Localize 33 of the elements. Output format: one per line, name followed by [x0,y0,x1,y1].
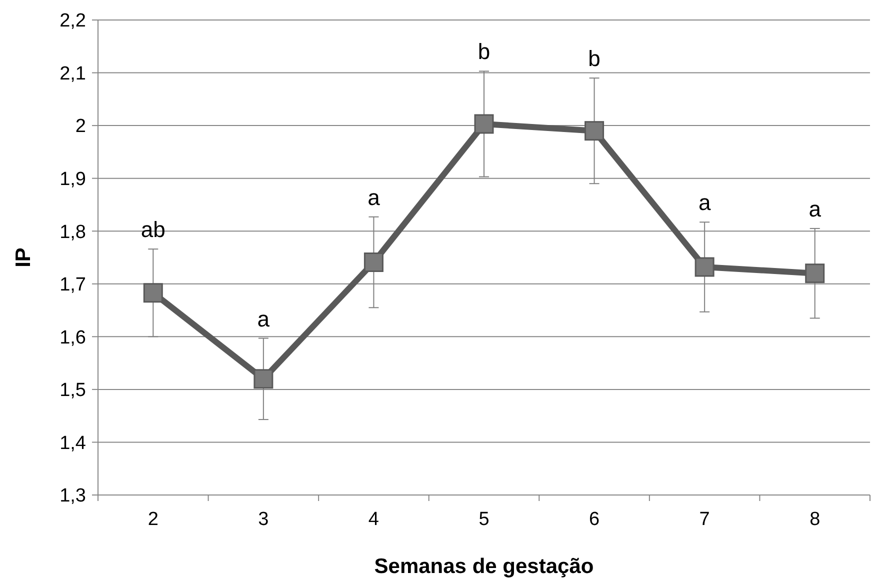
x-tick-label: 7 [699,509,710,530]
y-tick-label: 2,2 [60,10,86,32]
y-axis-title: IP [12,248,35,268]
point [364,252,384,272]
annotation: b [478,39,490,64]
y-tick-label: 1,6 [60,327,86,348]
x-tick-label: 2 [148,509,158,530]
point [143,283,163,303]
point [474,114,494,134]
x-tick-label: 3 [258,509,269,530]
x-tick-label: 8 [810,509,820,530]
x-tick-label: 4 [368,509,380,530]
y-tick-label: 1,5 [60,380,86,402]
y-tick-label: 1,8 [60,222,86,243]
annotation: ab [140,217,166,242]
y-tick-label: 1,9 [60,168,86,190]
annotation: a [698,190,712,216]
annotation: a [808,196,822,222]
x-tick-label: 6 [588,509,600,530]
point [805,264,825,284]
y-tick-label: 1,4 [60,432,86,454]
annotation: a [257,306,270,332]
point [254,369,274,389]
y-tick-label: 2 [75,116,86,138]
point [694,257,714,277]
annotation: b [588,46,600,72]
y-tick-label: 1,7 [60,274,86,296]
annotation: a [368,184,381,210]
y-tick-label: 2,1 [60,63,86,84]
point [584,121,604,141]
y-tick-label: 1,3 [60,486,86,507]
x-axis-title: Semanas de gestação [374,555,594,578]
x-tick-label: 5 [478,509,490,530]
